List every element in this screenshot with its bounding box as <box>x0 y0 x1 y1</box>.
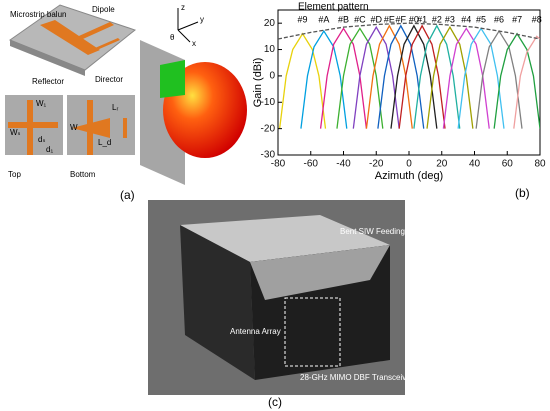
label: θ <box>170 33 175 42</box>
panel-label: (a) <box>120 188 135 202</box>
beam-line <box>493 32 540 129</box>
x-tick-label: -80 <box>271 159 286 170</box>
y-tick-label: 10 <box>264 44 276 55</box>
beam-line <box>513 35 540 129</box>
x-tick-label: 60 <box>502 159 514 170</box>
beam-line <box>377 24 425 129</box>
beam-line <box>390 24 438 129</box>
label: d₁ <box>46 145 53 154</box>
beam-label: #D <box>370 14 382 24</box>
x-tick-label: 40 <box>469 159 481 170</box>
panel-a: Microstrip balun Dipole Reflector Direct… <box>5 3 247 202</box>
plot-area <box>278 22 540 129</box>
label: Director <box>95 75 123 84</box>
label: Reflector <box>32 77 64 86</box>
label: 28-GHz MIMO DBF Transceiver System <box>300 373 443 382</box>
beam-label: #F <box>396 14 407 24</box>
y-axis-label: Gain (dBi) <box>252 58 264 108</box>
beam-label: #B <box>338 14 349 24</box>
y-tick-label: 20 <box>264 18 276 29</box>
y-tick-label: -20 <box>261 123 276 134</box>
bottom-taper <box>72 118 110 138</box>
dipole-strip <box>70 22 114 43</box>
panel-label: (c) <box>268 395 282 409</box>
beam-label: #C <box>354 14 366 24</box>
label: Microstrip balun <box>10 10 66 19</box>
y-tick-label: -10 <box>261 97 276 108</box>
beam-line <box>457 27 505 129</box>
y-tick-label: -30 <box>261 150 276 161</box>
x-tick-label: -40 <box>336 159 351 170</box>
beam-label: #5 <box>476 14 486 24</box>
label: Dipole <box>92 5 115 14</box>
beam-label: #9 <box>298 14 308 24</box>
beam-line <box>336 27 384 129</box>
beam-line <box>398 24 446 129</box>
label: Wₛ <box>10 128 21 137</box>
beam-label: #6 <box>494 14 504 24</box>
panel-c: Bent SIW Feeding Network Antenna Array 2… <box>148 200 443 409</box>
pattern-green <box>160 60 185 98</box>
top-dipole <box>8 122 58 128</box>
element-pattern <box>278 22 540 40</box>
label: dₛ <box>38 135 45 144</box>
beam-line <box>426 25 474 129</box>
axis-x <box>177 29 191 43</box>
beam-label: #0 <box>409 14 419 24</box>
annotation: Element pattern <box>298 2 369 13</box>
label: z <box>181 3 185 12</box>
beam-label: #4 <box>461 14 471 24</box>
director-strip <box>95 38 120 50</box>
x-tick-label: -60 <box>304 159 319 170</box>
label: Antenna Array <box>230 327 281 336</box>
x-tick-label: 0 <box>406 159 412 170</box>
beam-label: #8 <box>532 14 542 24</box>
label: Bottom <box>70 170 96 179</box>
label: Bent SIW Feeding Network <box>340 227 437 236</box>
panel-label: (b) <box>515 186 530 200</box>
axis-y <box>177 21 199 31</box>
x-tick-label: 80 <box>534 159 546 170</box>
array-outline <box>284 297 341 367</box>
label: y <box>200 15 204 24</box>
beam-label: #1 <box>417 14 427 24</box>
feeding-network <box>250 245 390 300</box>
beam-line <box>352 25 400 129</box>
beam-label: #3 <box>445 14 455 24</box>
label: Top <box>8 170 21 179</box>
label: x <box>192 39 196 48</box>
bottom-director <box>123 118 127 138</box>
beam-label: #A <box>318 14 329 24</box>
label: W <box>70 123 78 132</box>
beam-line <box>413 24 461 129</box>
beam-label: #2 <box>432 14 442 24</box>
y-tick-label: 0 <box>269 71 275 82</box>
label: W₁ <box>36 99 47 108</box>
beam-line <box>300 29 348 129</box>
device-side <box>180 225 255 380</box>
beam-label: #E <box>384 14 395 24</box>
x-tick-label: 20 <box>436 159 448 170</box>
label: L_d <box>98 138 111 147</box>
reflector-strip <box>40 20 100 55</box>
substrate-edge <box>10 40 85 76</box>
device-top <box>180 215 390 262</box>
label: Lᵣ <box>112 103 118 112</box>
x-tick-label: -20 <box>369 159 384 170</box>
x-axis-label: Azimuth (deg) <box>375 170 443 182</box>
beam-label: #7 <box>512 14 522 24</box>
